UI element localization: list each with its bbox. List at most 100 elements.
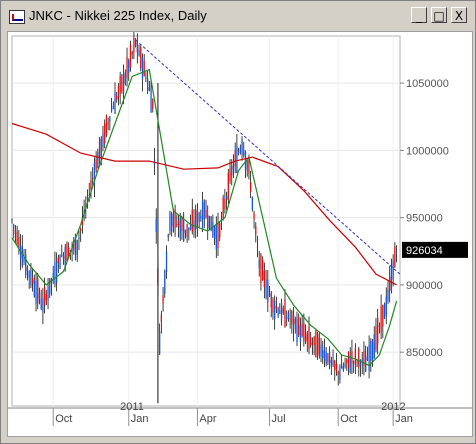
candle-body [346, 359, 348, 364]
indicator-lines [11, 39, 401, 367]
candle-body [81, 217, 84, 226]
title-bar[interactable]: JNKC - Nikkei 225 Index, Daily _ □ X [3, 3, 473, 29]
candle-body [265, 279, 267, 298]
candle-body [177, 220, 180, 228]
maximize-button[interactable]: □ [431, 7, 447, 23]
candle-body [308, 326, 310, 350]
candle-body [234, 150, 236, 167]
candle-body [378, 325, 381, 327]
candle-body [112, 106, 114, 109]
candle-body [145, 77, 147, 79]
candle-body [316, 337, 319, 357]
candle-body [227, 172, 229, 201]
candle-body [167, 234, 169, 237]
candle-body [52, 272, 54, 279]
candle-body [183, 221, 185, 242]
candle-body [311, 343, 314, 345]
candle-body [200, 215, 202, 219]
price-chart: 850000 900000 950000 1000000 1050000 Oct Jan A… [8, 32, 472, 426]
chart-app-icon [9, 10, 25, 24]
candle-body [385, 296, 387, 316]
candle-body [219, 222, 221, 238]
candle-body [368, 344, 370, 371]
candle-body [104, 123, 106, 144]
plot-border [11, 35, 401, 407]
minimize-button[interactable]: _ [411, 7, 427, 23]
candle-body [86, 197, 89, 199]
candle-body [299, 325, 302, 343]
candle-body [280, 302, 283, 321]
candle-body [119, 76, 121, 93]
candle-body [195, 209, 197, 229]
candle-body [152, 99, 154, 109]
candle-body [246, 160, 248, 170]
candle-body [207, 214, 209, 230]
last-price-label: 926034 [406, 245, 443, 257]
candle-body [23, 257, 25, 262]
candle-body [64, 246, 66, 269]
candle-body [93, 162, 96, 186]
candle-body [193, 220, 195, 230]
candle-body [370, 341, 372, 361]
candle-body [181, 218, 183, 231]
candle-body [54, 262, 56, 285]
candle-body [215, 224, 217, 250]
candle-body [150, 86, 152, 113]
candle-body [49, 278, 51, 294]
candle-body [387, 289, 389, 301]
candle-body [359, 362, 362, 367]
candle-body [284, 299, 286, 328]
close-button[interactable]: X [451, 7, 467, 23]
candle-body [59, 255, 61, 269]
candle-body [213, 226, 216, 240]
candle-body [33, 280, 35, 297]
candle-body [210, 216, 212, 232]
candle-body [236, 145, 238, 172]
candle-body [356, 361, 358, 363]
candle-body [258, 259, 260, 269]
candle-body [294, 318, 296, 325]
candle-body [323, 346, 326, 361]
candle-body [327, 353, 329, 363]
candle-body [243, 150, 245, 156]
candle-body [286, 317, 288, 319]
candle-body [18, 236, 20, 249]
candle-body [126, 57, 128, 78]
last-price-box [402, 241, 468, 258]
candle-body [43, 286, 46, 306]
candle-body [298, 316, 300, 336]
candle-body [133, 37, 135, 53]
candle-body [45, 293, 47, 301]
candle-body [380, 306, 382, 333]
candle-body [74, 234, 77, 260]
candle-body [95, 159, 97, 171]
candle-body [231, 165, 233, 176]
candle-body [201, 199, 204, 229]
candle-body [358, 348, 360, 368]
candle-body [337, 371, 339, 376]
candle-body [392, 260, 394, 280]
candle-body [68, 247, 70, 258]
candle-body [105, 115, 108, 136]
y-axis: 850000 900000 950000 1000000 1050000 [400, 78, 449, 359]
candle-body [21, 246, 23, 266]
candle-body [255, 226, 257, 235]
candle-body [38, 293, 41, 299]
candle-body [232, 164, 235, 169]
candle-body [136, 42, 138, 53]
candle-body [330, 359, 332, 364]
candle-body [47, 286, 49, 301]
candle-body [274, 300, 276, 319]
x-tick-label: Oct [55, 413, 72, 425]
candle-body [377, 317, 379, 344]
candle-body [340, 365, 343, 369]
candle-body [275, 306, 278, 309]
candle-body [128, 60, 130, 73]
candle-body [131, 52, 133, 55]
candle-body [325, 351, 327, 364]
candle-body [172, 214, 175, 227]
candle-body [389, 276, 391, 291]
candle-body [76, 240, 78, 255]
candle-body [162, 295, 164, 304]
